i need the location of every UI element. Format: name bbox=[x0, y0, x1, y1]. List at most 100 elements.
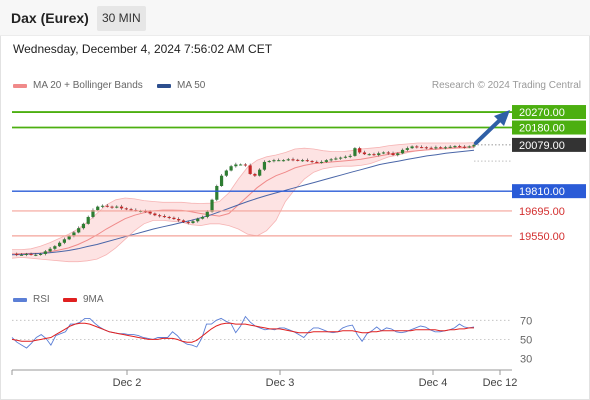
timestamp: Wednesday, December 4, 2024 7:56:02 AM C… bbox=[13, 42, 273, 56]
candle-body bbox=[291, 159, 295, 161]
candle-body bbox=[43, 251, 47, 254]
candle-body bbox=[267, 161, 271, 163]
x-tick-label: Dec 4 bbox=[419, 377, 448, 389]
candle-body bbox=[91, 210, 95, 217]
candle-body bbox=[153, 213, 157, 216]
chart-header: Dax (Eurex) 30 MIN bbox=[0, 0, 590, 36]
candle-body bbox=[239, 164, 243, 166]
candle-body bbox=[200, 216, 205, 219]
candle-body bbox=[362, 152, 367, 155]
resistance-label: 20270.00 bbox=[519, 107, 565, 119]
candle-body bbox=[396, 153, 400, 156]
candle-body bbox=[253, 173, 257, 176]
candle-body bbox=[286, 159, 290, 161]
candle-body bbox=[348, 155, 352, 157]
candle-body bbox=[381, 152, 386, 154]
candle-body bbox=[115, 206, 119, 208]
candle-body bbox=[405, 148, 409, 150]
candle-body bbox=[234, 164, 238, 167]
candle-body bbox=[229, 166, 233, 171]
candle-body bbox=[424, 147, 428, 149]
candle-body bbox=[434, 147, 438, 149]
candle-body bbox=[129, 209, 133, 211]
candle-body bbox=[181, 220, 186, 223]
x-tick-label: Dec 2 bbox=[113, 377, 142, 389]
candle-body bbox=[72, 232, 76, 236]
candle-body bbox=[296, 159, 300, 161]
candle-body bbox=[300, 160, 305, 162]
interval-button[interactable]: 30 MIN bbox=[97, 6, 146, 31]
candle-body bbox=[105, 205, 109, 207]
candle-body bbox=[67, 235, 71, 240]
candle-body bbox=[467, 146, 471, 148]
candle-body bbox=[148, 211, 152, 214]
rsi-ma9-line bbox=[11, 322, 474, 343]
support-label: 19695.00 bbox=[519, 206, 565, 218]
candle-body bbox=[191, 221, 195, 223]
candle-body bbox=[258, 169, 262, 176]
rsi-tick-label: 50 bbox=[520, 334, 532, 346]
candle-body bbox=[272, 160, 276, 162]
candle-body bbox=[38, 253, 43, 255]
rsi-swatch bbox=[13, 297, 27, 302]
candle-body bbox=[329, 159, 333, 161]
candle-body bbox=[86, 216, 90, 224]
ma20-label: MA 20 + Bollinger Bands bbox=[33, 80, 143, 91]
candle-body bbox=[77, 228, 81, 233]
candle-body bbox=[386, 152, 390, 154]
candle-body bbox=[81, 223, 86, 229]
pivot-label: 19810.00 bbox=[519, 186, 565, 198]
candle-body bbox=[196, 218, 200, 222]
candle-body bbox=[119, 206, 124, 209]
candle-body bbox=[172, 217, 176, 220]
candle-body bbox=[367, 154, 371, 156]
candle-body bbox=[243, 164, 247, 166]
candle-body bbox=[358, 148, 362, 153]
candle-body bbox=[324, 160, 328, 162]
ma20-swatch bbox=[13, 83, 27, 88]
bollinger-lower-line bbox=[11, 147, 475, 263]
candle-body bbox=[219, 175, 224, 186]
candle-body bbox=[372, 154, 376, 156]
credit-text: Research © 2024 Trading Central bbox=[431, 80, 581, 91]
candle-body bbox=[248, 165, 252, 174]
rsi-line bbox=[11, 315, 475, 349]
x-tick-label: Dec 12 bbox=[483, 377, 518, 389]
bollinger-band bbox=[12, 142, 474, 262]
candle-body bbox=[158, 215, 162, 217]
current-price-label: 20079.00 bbox=[519, 140, 565, 152]
rsi-label: RSI bbox=[33, 294, 50, 305]
legend-ma20: MA 20 + Bollinger Bands bbox=[13, 80, 143, 91]
candle-body bbox=[58, 242, 62, 247]
candle-body bbox=[462, 146, 467, 148]
candle-body bbox=[186, 222, 190, 224]
candle-body bbox=[177, 219, 181, 221]
candle-body bbox=[319, 161, 324, 163]
candle-body bbox=[15, 253, 19, 255]
candle-body bbox=[458, 146, 462, 148]
ma9-label: 9MA bbox=[83, 294, 104, 305]
forecast-arrow bbox=[474, 115, 505, 145]
candle-body bbox=[439, 147, 443, 149]
rsi-tick-label: 30 bbox=[520, 353, 532, 365]
pivot-tag bbox=[512, 184, 586, 199]
candle-body bbox=[100, 205, 105, 207]
instrument-title: Dax (Eurex) bbox=[11, 10, 89, 26]
ma50-label: MA 50 bbox=[177, 80, 206, 91]
x-tick-label: Dec 3 bbox=[266, 377, 295, 389]
candle-body bbox=[400, 149, 405, 154]
candle-body bbox=[377, 153, 381, 156]
candle-body bbox=[262, 161, 267, 170]
forecast-arrowhead bbox=[494, 110, 510, 127]
candle-body bbox=[315, 161, 319, 163]
candle-body bbox=[448, 146, 452, 148]
candle-body bbox=[334, 158, 338, 160]
candle-body bbox=[24, 253, 28, 255]
resistance-label: 20180.00 bbox=[519, 123, 565, 135]
candle-body bbox=[53, 246, 57, 249]
candle-body bbox=[34, 254, 38, 256]
ma20-line bbox=[11, 146, 475, 255]
candle-body bbox=[62, 239, 66, 243]
candle-body bbox=[167, 216, 171, 218]
